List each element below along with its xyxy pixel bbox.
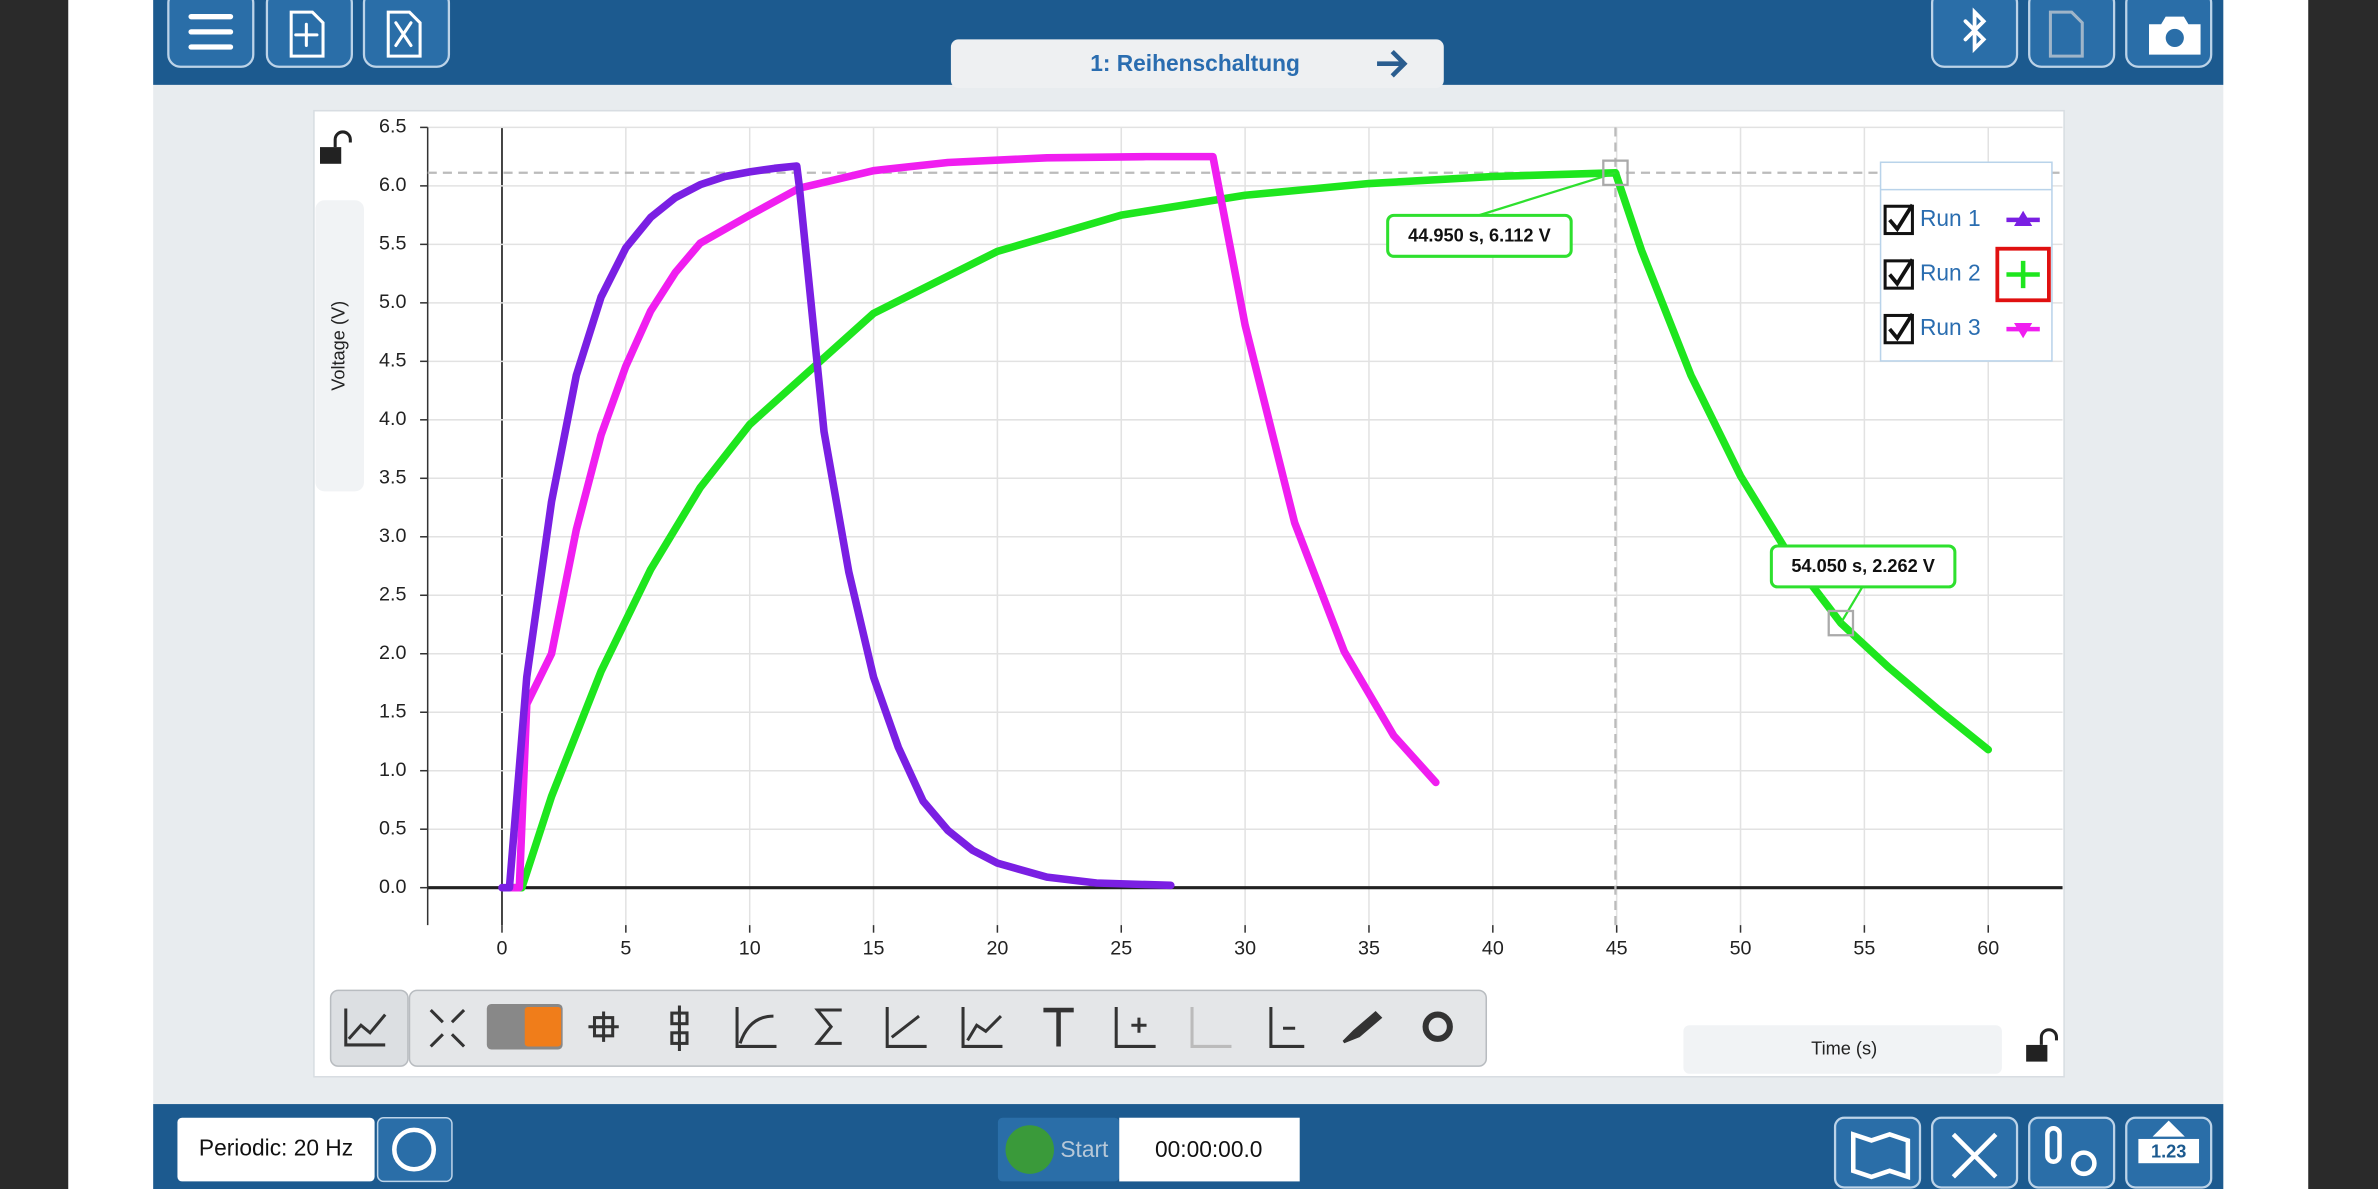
plot: 0 5 10 15 20 25 30 35 40 45 50 55 60 0.0 0.5 1.0 1.5 2.0 2…: [379, 116, 2063, 960]
x-tick-label: 40: [1482, 938, 1504, 960]
timer-box: [1119, 1117, 1300, 1182]
annotation-leader: [1478, 171, 1616, 217]
x-tick-label: 50: [1730, 938, 1752, 960]
x-tick-label: 5: [620, 938, 631, 960]
lock-icon[interactable]: [319, 130, 352, 164]
graph-type-button[interactable]: [329, 989, 409, 1067]
meter-value: 1.23: [2151, 1141, 2186, 1161]
excel-button[interactable]: [362, 0, 451, 68]
x-tick-label: 45: [1606, 938, 1628, 960]
y-axis-tab[interactable]: [315, 200, 364, 492]
x-axis-tab[interactable]: [1683, 1025, 2002, 1074]
legend-label: Run 3: [1920, 314, 1981, 340]
toolbar-icons: [344, 1005, 1453, 1051]
data-line: [498, 162, 1175, 892]
x-tick-label: 0: [497, 938, 508, 960]
y-tick-label: 0.5: [379, 817, 406, 839]
y-tick-label: 3.0: [379, 525, 406, 547]
select-tool[interactable]: [524, 1007, 562, 1047]
legend-check: [1888, 312, 1915, 342]
graph-panel: [313, 109, 2065, 1078]
legend-marker: [2014, 210, 2033, 226]
y-tick-label: 4.0: [379, 408, 406, 430]
legend-highlight: [1995, 246, 2051, 303]
x-axis-label: Time (s): [1811, 1038, 1877, 1058]
lock-icon[interactable]: [2026, 1028, 2059, 1062]
y-tick-label: 5.0: [379, 291, 406, 313]
annotation-point: [1602, 159, 1629, 187]
annotation-label: 54.050 s, 2.262 V: [1791, 556, 1935, 576]
sample-rate: Periodic: 20 Hz: [199, 1135, 353, 1161]
legend-check: [1888, 203, 1915, 233]
icons: [188, 7, 2201, 58]
x-tick-label: 55: [1853, 938, 1875, 960]
x-tick-label: 20: [986, 938, 1008, 960]
tab-title: 1: Reihenschaltung: [1090, 50, 1300, 76]
start-label: Start: [1060, 1136, 1109, 1162]
new-file-button[interactable]: [265, 0, 353, 68]
legend-marker: [2014, 323, 2033, 339]
x-tick-label: 15: [863, 938, 885, 960]
mode-button[interactable]: [376, 1116, 453, 1183]
x-tick-label: 10: [739, 938, 761, 960]
y-tick-label: 0.0: [379, 876, 406, 898]
annotation-label: 44.950 s, 6.112 V: [1408, 225, 1551, 245]
y-axis-label: Voltage (V): [329, 301, 349, 391]
graph-toolbar: [408, 989, 1488, 1067]
y-tick-label: 2.0: [379, 642, 406, 664]
legend-label: Run 2: [1920, 260, 1981, 286]
y-tick-label: 3.5: [379, 467, 406, 489]
y-tick-label: 6.5: [379, 116, 406, 138]
x-tick-label: 30: [1234, 938, 1256, 960]
footer-icons: [1850, 1120, 2200, 1181]
next-arrow[interactable]: [1377, 49, 1408, 78]
x-tick-label: 25: [1110, 938, 1132, 960]
annotation-leader: [1839, 586, 1864, 624]
y-tick-label: 2.5: [379, 583, 406, 605]
timer: 00:00:00.0: [1155, 1136, 1262, 1162]
mode-icon: [392, 1127, 437, 1172]
annotation-box: [1769, 544, 1957, 589]
data-line: [503, 152, 1440, 892]
y-tick-label: 4.5: [379, 350, 406, 372]
legend-label: Run 1: [1920, 205, 1981, 231]
annotation-point: [1827, 609, 1855, 637]
annotation-box: [1386, 213, 1573, 258]
x-tick-label: 35: [1358, 938, 1380, 960]
y-tick-label: 6.0: [379, 174, 406, 196]
y-tick-label: 1.0: [379, 759, 406, 781]
x-tick-label: 60: [1977, 938, 1999, 960]
y-tick-label: 5.5: [379, 233, 406, 255]
y-tick-label: 1.5: [379, 700, 406, 722]
legend-check: [1888, 258, 1915, 287]
start-indicator: [1005, 1125, 1055, 1174]
data-line: [505, 168, 1993, 892]
rate-box[interactable]: [177, 1117, 375, 1182]
sensor-settings-button[interactable]: [2028, 1116, 2116, 1189]
page-tab[interactable]: [950, 39, 1444, 88]
